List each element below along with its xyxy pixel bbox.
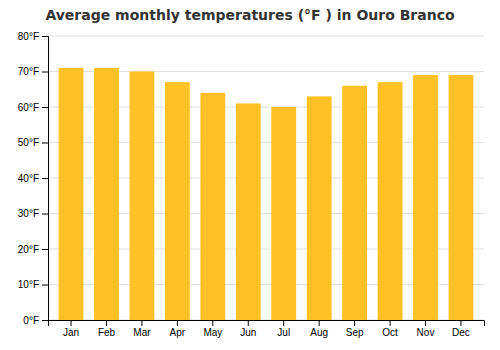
tick-mark <box>177 320 178 326</box>
tick-label: Jun <box>240 327 256 338</box>
tick-label: 50°F <box>18 137 39 148</box>
tick-label: 80°F <box>18 31 39 42</box>
tick: Aug <box>310 320 328 338</box>
tick-label: May <box>203 327 222 338</box>
bar <box>94 68 119 320</box>
tick: 70°F <box>18 66 48 77</box>
tick: Jul <box>277 320 290 338</box>
tick-mark <box>71 320 72 326</box>
y-axis: 0°F 10°F 20°F 30°F 40°F 50°F 60°F 70°F 80°F <box>18 31 49 326</box>
bar <box>413 75 438 320</box>
tick-mark <box>283 320 284 326</box>
tick: 10°F <box>18 279 48 290</box>
tick: 30°F <box>18 208 48 219</box>
tick: 60°F <box>18 102 48 113</box>
tick: Jan <box>63 320 79 338</box>
tick-mark <box>319 320 320 326</box>
x-axis: Jan Feb Mar Apr May Jun Jul Aug Sep Oct Nov Dec <box>49 320 485 338</box>
tick-mark <box>42 143 48 144</box>
tick: Apr <box>170 320 186 338</box>
tick: Nov <box>417 320 435 338</box>
tick-label: Apr <box>170 327 186 338</box>
plot: Jan Feb Mar Apr May Jun Jul Aug Sep Oct Nov Dec 0°F 1… <box>18 31 485 338</box>
tick-mark <box>106 320 107 326</box>
tick-label: Oct <box>382 327 398 338</box>
tick-label: Dec <box>452 327 470 338</box>
bar <box>342 86 367 320</box>
tick-mark <box>141 320 142 326</box>
tick-label: Jan <box>63 327 79 338</box>
tick-label: 60°F <box>18 102 39 113</box>
tick-mark <box>42 249 48 250</box>
tick-mark <box>212 320 213 326</box>
tick-label: Mar <box>133 327 151 338</box>
bar <box>378 82 403 320</box>
title: Average monthly temperatures (°F ) in Ou… <box>45 7 455 23</box>
bar <box>200 93 225 320</box>
tick-label: 30°F <box>18 208 39 219</box>
tick-label: Jul <box>277 327 290 338</box>
tick-label: 70°F <box>18 66 39 77</box>
grid-line <box>48 36 484 37</box>
tick-mark <box>390 320 391 326</box>
tick: Oct <box>382 320 398 338</box>
tick: Feb <box>98 320 116 338</box>
tick-mark <box>42 214 48 215</box>
tick: 80°F <box>18 31 48 42</box>
tick-mark <box>42 72 48 73</box>
tick-label: 20°F <box>18 244 39 255</box>
chart: Jan Feb Mar Apr May Jun Jul Aug Sep Oct Nov Dec 0°F 1… <box>0 0 500 350</box>
grid <box>48 36 484 320</box>
tick-mark <box>42 36 48 37</box>
axis-line <box>49 321 485 327</box>
tick: 50°F <box>18 137 48 148</box>
tick-mark <box>248 320 249 326</box>
tick-mark <box>42 285 48 286</box>
bar <box>59 68 84 320</box>
tick-label: Aug <box>310 327 328 338</box>
tick-mark <box>460 320 461 326</box>
tick-label: 0°F <box>23 315 39 326</box>
tick: 0°F <box>23 315 48 326</box>
bar <box>130 72 155 321</box>
tick-label: Nov <box>417 327 435 338</box>
bar <box>271 107 296 320</box>
tick: Jun <box>240 320 256 338</box>
tick-mark <box>354 320 355 326</box>
tick-mark <box>42 107 48 108</box>
tick: 20°F <box>18 244 48 255</box>
bar <box>165 82 190 320</box>
tick-label: Feb <box>98 327 116 338</box>
tick: Sep <box>346 320 364 338</box>
tick-mark <box>425 320 426 326</box>
tick: May <box>203 320 222 338</box>
tick: Dec <box>452 320 470 338</box>
bar <box>307 96 332 320</box>
bar <box>449 75 474 320</box>
bars <box>59 68 474 320</box>
axis-line <box>42 37 49 321</box>
tick-label: 40°F <box>18 173 39 184</box>
tick: Mar <box>133 320 151 338</box>
tick-mark <box>42 320 48 321</box>
bar <box>236 103 261 320</box>
tick: 40°F <box>18 173 48 184</box>
tick-label: 10°F <box>18 279 39 290</box>
tick-label: Sep <box>346 327 364 338</box>
tick-mark <box>42 178 48 179</box>
